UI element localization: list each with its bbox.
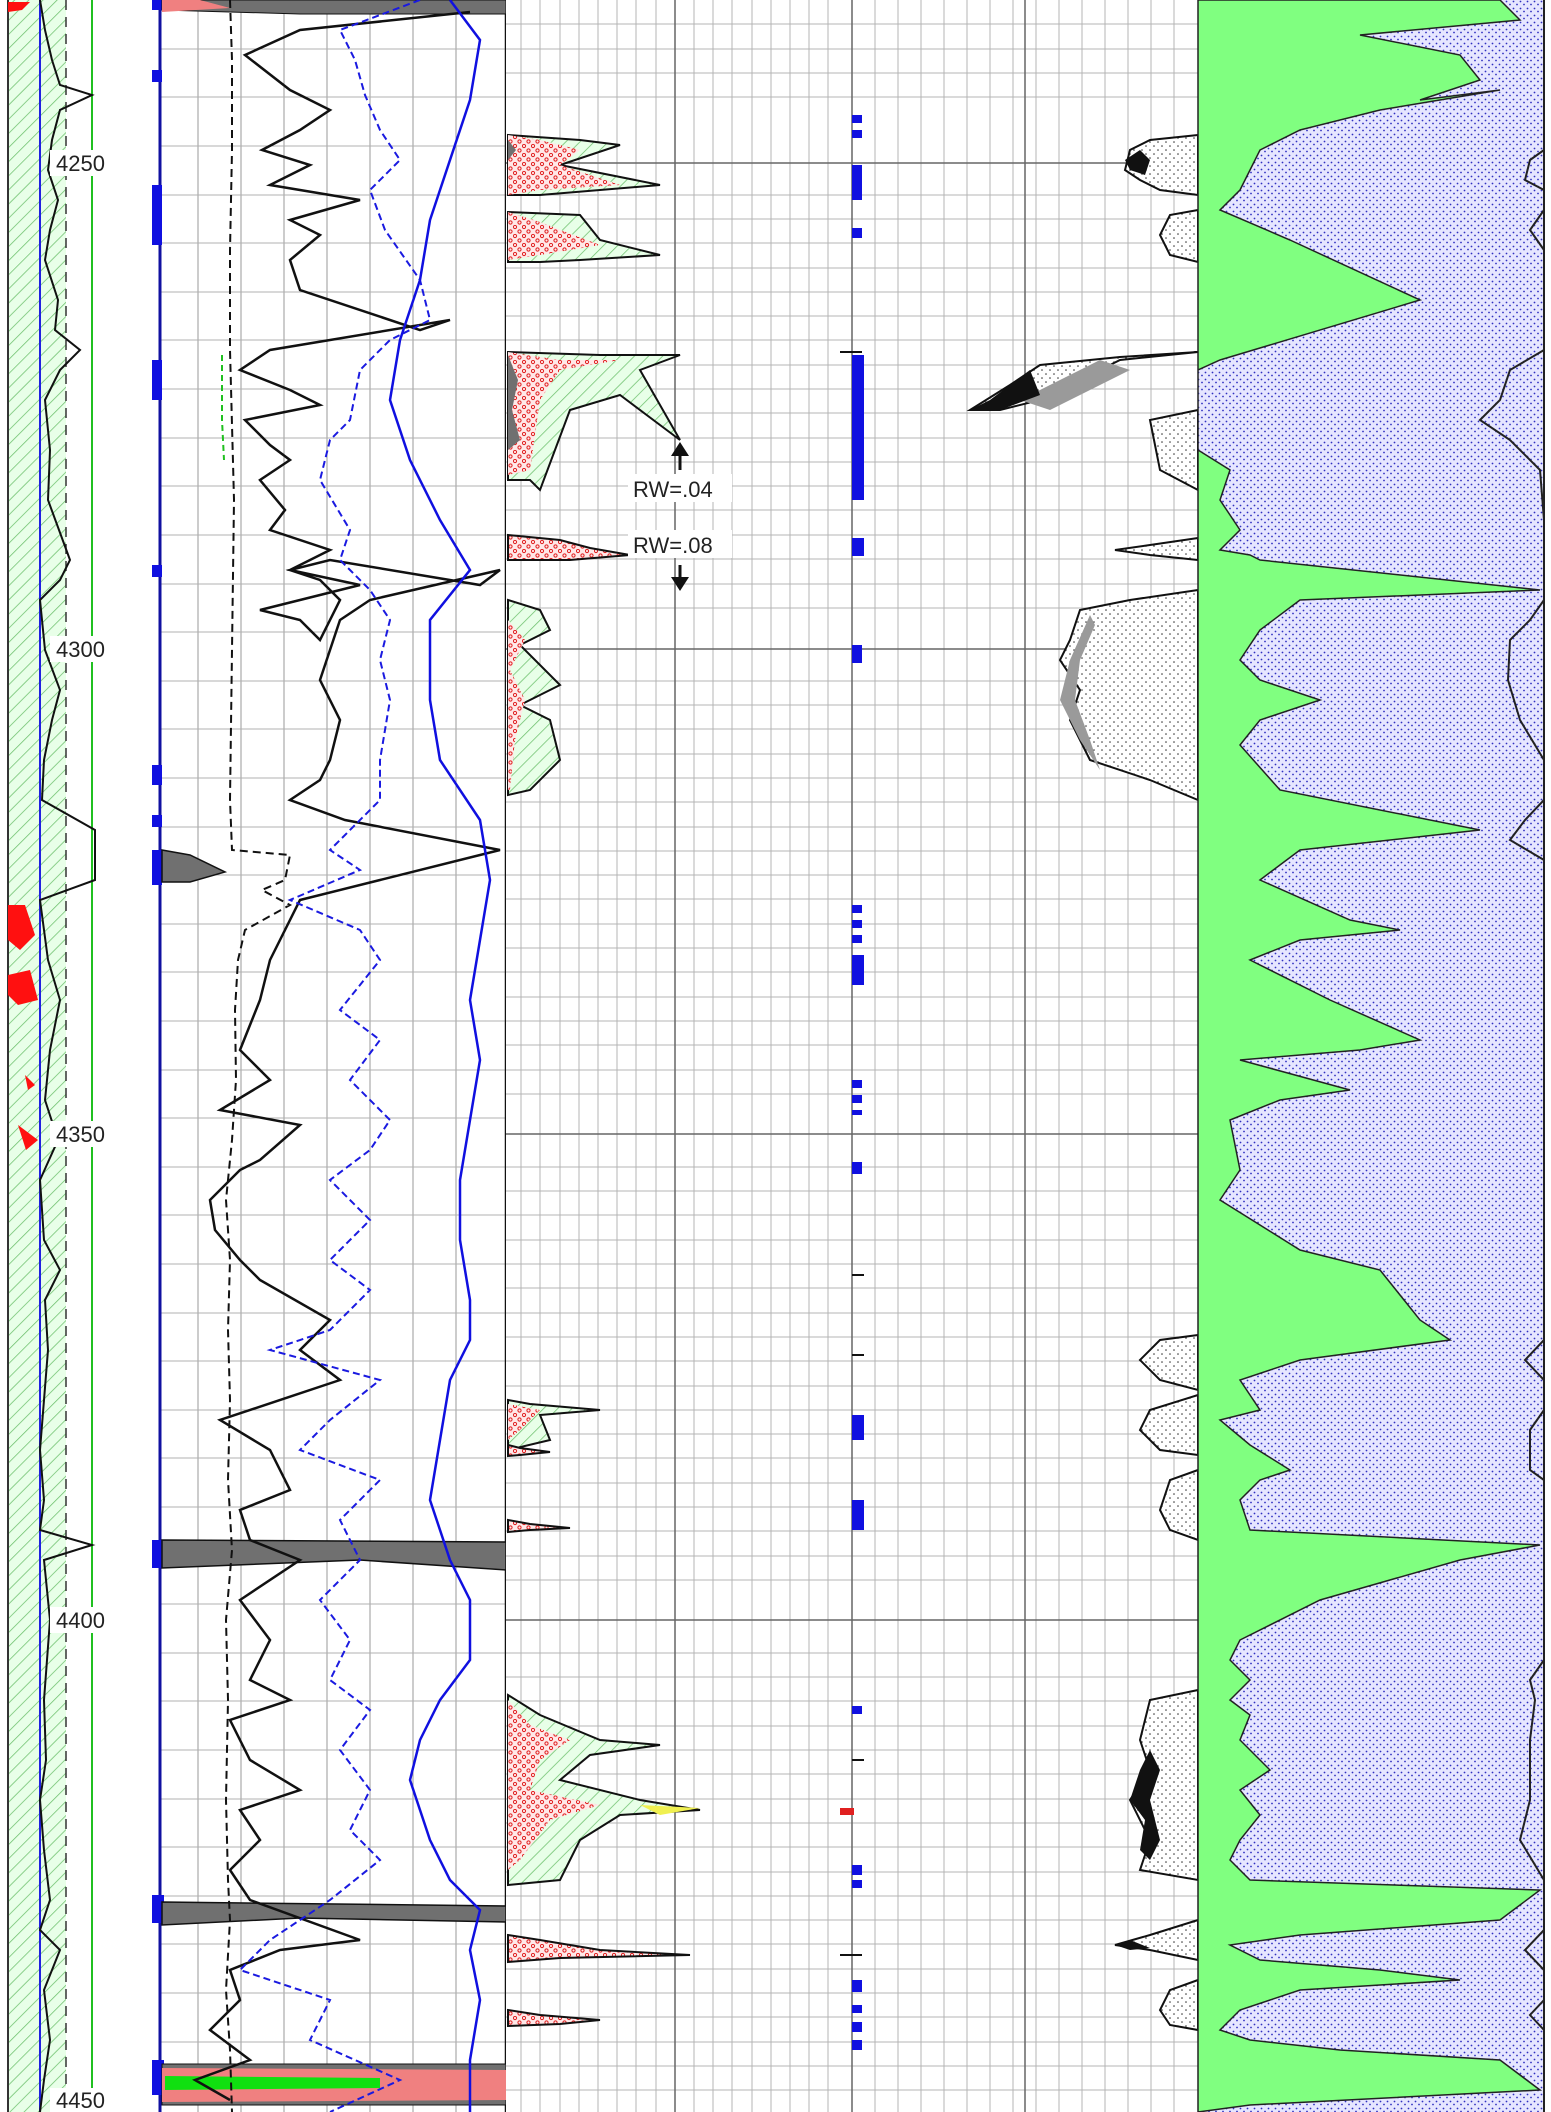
depth-scale: 4250 4300 4350 4400 4450 — [50, 150, 120, 2112]
rw-lower-label: RW=.08 — [633, 533, 713, 558]
depth-label-4350: 4350 — [56, 1122, 105, 1147]
depth-label-4450: 4450 — [56, 2088, 105, 2112]
track-1-lithology: 4250 4300 4350 4400 4450 — [7, 0, 168, 2112]
depth-label-4250: 4250 — [56, 151, 105, 176]
depth-label-4400: 4400 — [56, 1608, 105, 1633]
red-marker — [8, 905, 35, 950]
track-2-curves — [152, 0, 508, 2112]
track-5-lithology-fill — [1197, 0, 1545, 2112]
track-4-flags — [840, 0, 1199, 2112]
rw-upper-label: RW=.04 — [633, 477, 713, 502]
pay-flags — [852, 115, 864, 2050]
rw-annotation: RW=.04 RW=.08 — [628, 442, 732, 591]
red-marker — [8, 970, 38, 1005]
track-3-saturation: RW=.04 RW=.08 — [506, 0, 852, 2112]
depth-label-4300: 4300 — [56, 637, 105, 662]
